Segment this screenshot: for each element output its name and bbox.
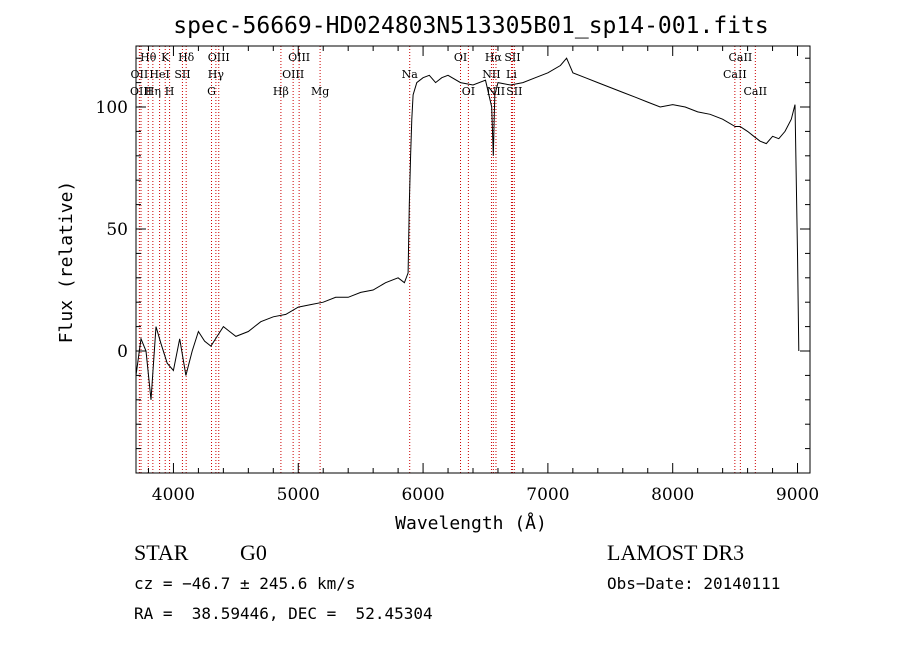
line-marker-label: G (207, 85, 216, 98)
line-marker-label: OIII (288, 51, 310, 64)
plot-frame (135, 45, 811, 474)
x-axis-ticks: 4000 5000 6000 7000 8000 9000 (147, 46, 819, 505)
line-marker-label: OI (454, 51, 467, 64)
line-marker-label: Hα (485, 51, 503, 64)
y-tick-label: 50 (106, 220, 128, 240)
survey-name: LAMOST DR3 (607, 540, 745, 565)
x-tick-label: 8000 (651, 485, 694, 505)
x-tick-label: 7000 (526, 485, 569, 505)
x-tick-label: 9000 (776, 485, 819, 505)
line-marker-label: SII (504, 51, 520, 64)
line-marker-label: OIII (282, 68, 304, 81)
y-axis-ticks: 0 50 100 (96, 57, 810, 450)
line-marker-label: OIII (130, 85, 152, 98)
line-marker-label: K (161, 51, 170, 64)
line-marker-label: OIII (208, 51, 230, 64)
line-marker-label: Hη (145, 85, 161, 98)
x-tick-label: 6000 (401, 485, 444, 505)
x-tick-label: 4000 (152, 485, 195, 505)
y-axis-label: Flux (relative) (56, 181, 77, 344)
chart-title: spec-56669-HD024803N513305B01_sp14-001.f… (173, 13, 768, 39)
x-axis-label: Wavelength (Å) (395, 512, 547, 534)
line-marker-labels: Hθ OII OIII K HeI Hη SII H Hδ OIII Hγ G Hβ OIII OIII Mg… (130, 51, 767, 98)
line-marker-label: NII (482, 68, 500, 81)
line-marker-label: Hθ (140, 51, 157, 64)
line-marker-label: H (165, 85, 175, 98)
line-markers (138, 46, 756, 473)
line-marker-label: CaII (743, 85, 767, 98)
line-marker-label: OI (462, 85, 475, 98)
line-marker-label: SII (174, 68, 190, 81)
line-marker-label: Hγ (208, 68, 225, 81)
line-marker-label: SII (506, 85, 522, 98)
line-marker-label: HeI (149, 68, 169, 81)
line-marker-label: CaII (723, 68, 747, 81)
line-marker-label: Hδ (178, 51, 195, 64)
spectrum-line (135, 57, 800, 400)
line-marker-label: CaII (729, 51, 753, 64)
line-marker-label: Na (402, 68, 419, 81)
obs-date: Obs−Date: 20140111 (607, 574, 781, 593)
line-marker-label: Hβ (273, 85, 289, 98)
coordinates: RA = 38.59446, DEC = 52.45304 (134, 604, 433, 623)
y-tick-label: 100 (96, 98, 128, 118)
object-subclass: G0 (240, 540, 267, 565)
line-marker-label: Mg (311, 85, 329, 98)
y-tick-label: 0 (117, 342, 128, 362)
line-marker-label: OII (131, 68, 149, 81)
object-class: STAR (134, 540, 189, 565)
redshift-readout: cz = −46.7 ± 245.6 km/s (134, 574, 356, 593)
line-marker-label: Li (506, 68, 517, 81)
x-tick-label: 5000 (277, 485, 320, 505)
